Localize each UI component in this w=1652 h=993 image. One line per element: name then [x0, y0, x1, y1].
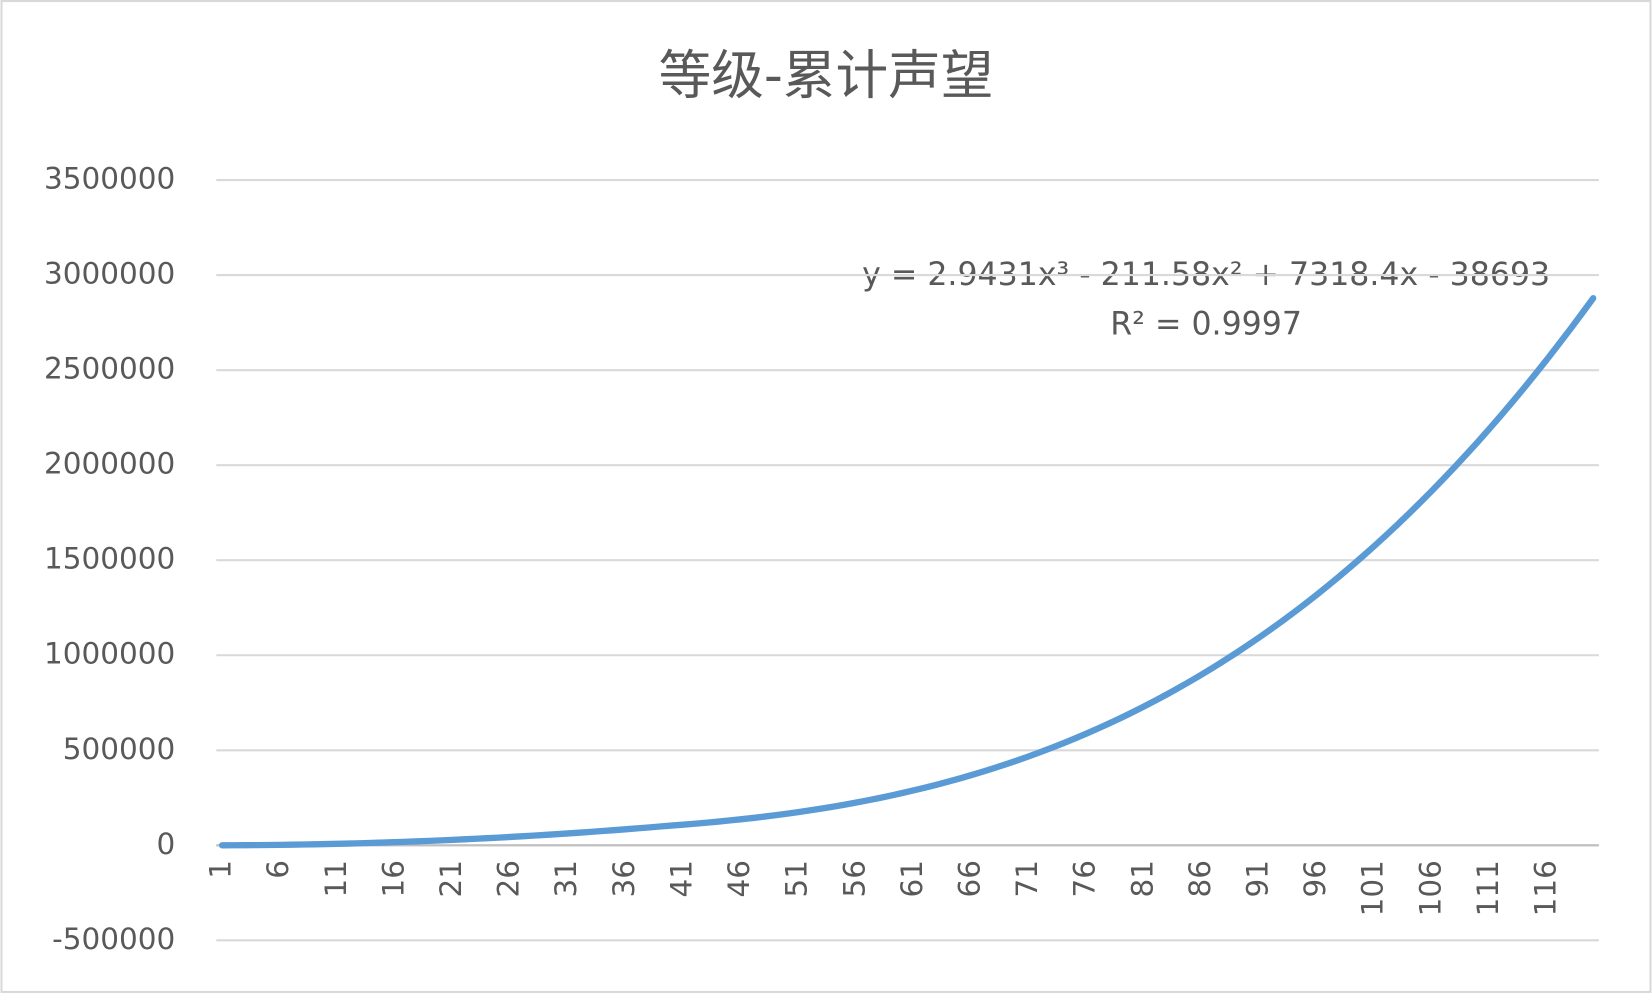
x-tick-label: 101 — [1356, 860, 1390, 916]
y-tick-label: -500000 — [52, 922, 175, 956]
x-tick-label: 86 — [1183, 860, 1217, 898]
x-tick-label: 31 — [549, 860, 583, 898]
y-tick-label: 3000000 — [44, 257, 175, 291]
x-tick-label: 41 — [664, 860, 698, 898]
x-tick-label: 51 — [780, 860, 814, 898]
x-tick-label: 46 — [722, 860, 756, 898]
x-tick-label: 36 — [607, 860, 641, 898]
x-tick-label: 81 — [1125, 860, 1159, 898]
x-tick-label: 106 — [1413, 860, 1447, 916]
y-tick-label: 0 — [156, 827, 175, 861]
x-tick-label: 16 — [376, 860, 410, 898]
x-tick-label: 76 — [1068, 860, 1102, 898]
x-tick-label: 111 — [1471, 860, 1505, 916]
x-tick-label: 11 — [319, 860, 353, 898]
x-tick-label: 26 — [492, 860, 526, 898]
y-tick-label: 2500000 — [44, 352, 175, 386]
y-tick-label: 1500000 — [44, 542, 175, 576]
x-tick-label: 96 — [1298, 860, 1332, 898]
series-line — [218, 295, 1597, 849]
y-tick-label: 3500000 — [44, 162, 175, 196]
r-squared: R² = 0.9997 — [1110, 306, 1302, 342]
y-tick-label: 500000 — [63, 732, 176, 766]
x-tick-label: 66 — [952, 860, 986, 898]
x-tick-label: 91 — [1241, 860, 1275, 898]
x-tick-label: 21 — [434, 860, 468, 898]
x-tick-label: 61 — [895, 860, 929, 898]
y-tick-label: 2000000 — [44, 447, 175, 481]
x-tick-label: 116 — [1529, 860, 1563, 916]
x-tick-label: 6 — [261, 860, 295, 879]
x-tick-label: 1 — [204, 860, 238, 879]
x-tick-label: 71 — [1010, 860, 1044, 898]
x-tick-label: 56 — [837, 860, 871, 898]
chart-title: 等级-累计声望 — [659, 46, 994, 107]
y-tick-label: 1000000 — [44, 637, 175, 671]
